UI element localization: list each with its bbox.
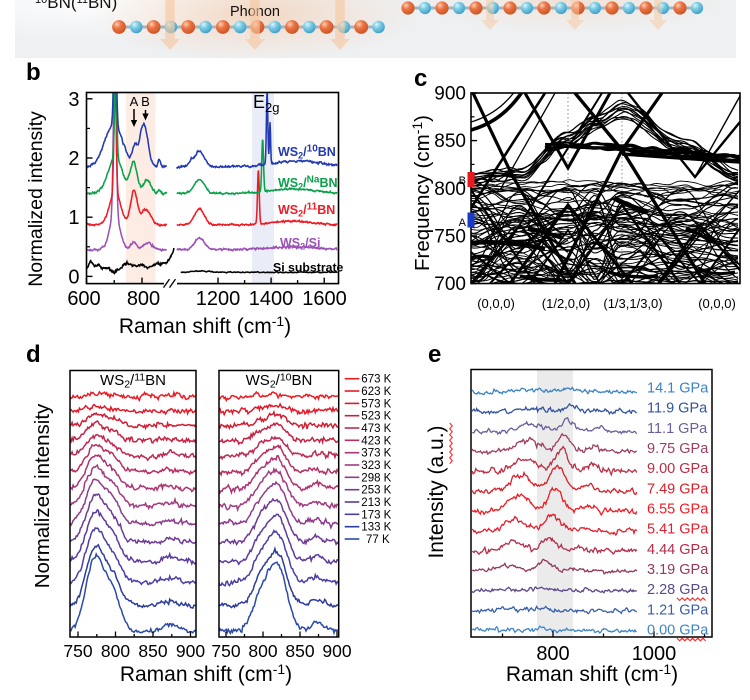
svg-text:10BN(11BN): 10BN(11BN) <box>35 0 117 12</box>
svg-text:Raman shift (cm-1): Raman shift (cm-1) <box>120 661 292 686</box>
svg-text:(0,0,0): (0,0,0) <box>698 296 736 311</box>
svg-text:900: 900 <box>434 84 466 105</box>
svg-text:253 K: 253 K <box>361 485 391 497</box>
svg-text:77 K: 77 K <box>366 534 390 546</box>
svg-text:800: 800 <box>536 643 569 665</box>
svg-text:A: A <box>459 217 467 229</box>
svg-text:750: 750 <box>63 641 92 661</box>
svg-text:WS2/10BN: WS2/10BN <box>278 144 336 161</box>
svg-text:Raman shift (cm-1): Raman shift (cm-1) <box>506 661 678 686</box>
svg-text:473 K: 473 K <box>361 423 391 435</box>
svg-text:9.75 GPa: 9.75 GPa <box>647 441 709 457</box>
svg-text:850: 850 <box>285 641 314 661</box>
svg-text:1.21 GPa: 1.21 GPa <box>647 602 709 618</box>
svg-text:3.19 GPa: 3.19 GPa <box>647 562 709 578</box>
svg-text:WS2/Si: WS2/Si <box>280 236 320 252</box>
svg-text:Normalized intensity: Normalized intensity <box>31 403 54 588</box>
svg-text:Si substrate: Si substrate <box>273 261 344 275</box>
svg-text:800: 800 <box>127 288 160 310</box>
svg-text:1600: 1600 <box>302 288 347 310</box>
svg-text:600: 600 <box>67 288 100 310</box>
svg-text:800: 800 <box>248 641 277 661</box>
svg-text:298 K: 298 K <box>361 472 391 484</box>
svg-text:623 K: 623 K <box>361 386 391 398</box>
svg-text:133 K: 133 K <box>361 522 391 534</box>
svg-text:Frequency (cm-1): Frequency (cm-1) <box>409 115 434 271</box>
svg-text:5.41 GPa: 5.41 GPa <box>647 522 709 538</box>
svg-text:11.9 GPa: 11.9 GPa <box>647 401 708 417</box>
svg-text:0: 0 <box>68 266 79 288</box>
svg-text:e: e <box>428 341 441 368</box>
svg-text:3: 3 <box>68 89 79 111</box>
svg-text:B: B <box>141 94 150 109</box>
svg-text:523 K: 523 K <box>361 411 391 423</box>
svg-text:213 K: 213 K <box>361 497 391 509</box>
svg-text:d: d <box>26 341 41 368</box>
svg-text:14.1 GPa: 14.1 GPa <box>647 381 709 397</box>
svg-text:750: 750 <box>434 226 466 247</box>
svg-text:423 K: 423 K <box>361 435 391 447</box>
svg-text:Raman shift (cm-1): Raman shift (cm-1) <box>119 313 291 338</box>
svg-text:(1/3,1/3,0): (1/3,1/3,0) <box>603 296 662 311</box>
svg-text:800: 800 <box>101 641 130 661</box>
svg-text:850: 850 <box>138 641 167 661</box>
svg-text:c: c <box>414 65 427 92</box>
svg-text:800: 800 <box>434 179 466 200</box>
svg-text:373 K: 373 K <box>361 448 391 460</box>
svg-text:1000: 1000 <box>632 643 677 665</box>
svg-text:WS2/11BN: WS2/11BN <box>278 202 335 219</box>
svg-text:Intensity (a.u.): Intensity (a.u.) <box>425 425 448 558</box>
svg-text:Normalized intensity: Normalized intensity <box>25 111 47 287</box>
svg-text:b: b <box>26 59 41 86</box>
svg-text:7.49 GPa: 7.49 GPa <box>647 481 709 497</box>
svg-text:(0,0,0): (0,0,0) <box>477 296 515 311</box>
svg-text:750: 750 <box>211 641 240 661</box>
svg-text:9.00 GPa: 9.00 GPa <box>647 461 709 477</box>
svg-text:0.00 GPa: 0.00 GPa <box>647 623 709 639</box>
svg-text:700: 700 <box>434 274 466 295</box>
svg-text:4.44 GPa: 4.44 GPa <box>647 542 709 558</box>
svg-text:850: 850 <box>434 131 466 152</box>
svg-text:1400: 1400 <box>249 288 294 310</box>
svg-text:A: A <box>130 94 139 109</box>
svg-text:1: 1 <box>68 207 79 229</box>
svg-text:6.55 GPa: 6.55 GPa <box>647 502 709 518</box>
svg-text:2: 2 <box>68 148 79 170</box>
svg-text:WS2/11BN: WS2/11BN <box>100 372 166 391</box>
svg-text:WS2/NaBN: WS2/NaBN <box>278 175 338 192</box>
svg-text:173 K: 173 K <box>361 509 391 521</box>
svg-text:1200: 1200 <box>196 288 241 310</box>
svg-text:900: 900 <box>322 641 351 661</box>
svg-text:673 K: 673 K <box>361 374 391 386</box>
svg-text:WS2/10BN: WS2/10BN <box>246 372 313 391</box>
svg-text:B: B <box>459 175 466 187</box>
svg-text:573 K: 573 K <box>361 398 391 410</box>
svg-text:11.1 GPa: 11.1 GPa <box>647 421 708 437</box>
svg-text:(1/2,0,0): (1/2,0,0) <box>542 296 590 311</box>
svg-text:2.28 GPa: 2.28 GPa <box>647 582 709 598</box>
svg-text:900: 900 <box>176 641 205 661</box>
svg-text:323 K: 323 K <box>361 460 391 472</box>
